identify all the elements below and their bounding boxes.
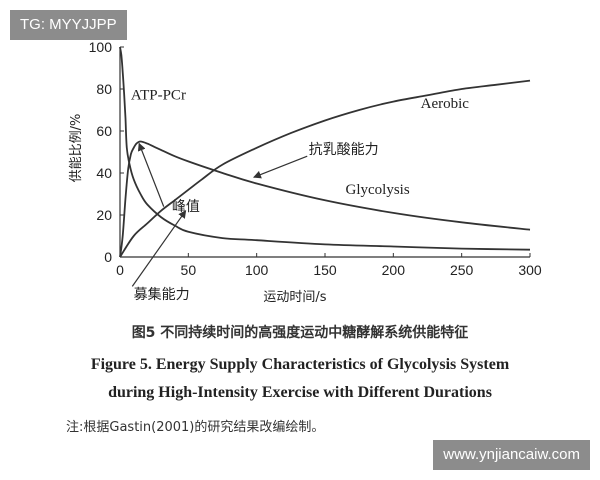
annotation-capacity: 抗乳酸能力 [309,142,379,158]
y-tick-label: 80 [96,81,112,97]
annotation-arrow-recruit [131,209,187,287]
figure-note: 注:根据Gastin(2001)的研究结果改编绘制。 [66,420,325,435]
figure-caption-chinese: 图5 不同持续时间的高强度运动中糖酵解系统供能特征 [131,325,469,341]
annotation-aerobic: Aerobic [421,96,470,112]
figure-caption-english-line2: during High-Intensity Exercise with Diff… [108,384,492,401]
y-axis-label: 供能比例/% [69,114,84,183]
annotation-arrow-capacity [253,155,308,179]
watermark-bottom-right: www.ynjiancaiw.com [433,440,590,470]
x-axis-label: 运动时间/s [263,290,326,305]
x-tick-label: 250 [450,262,474,278]
x-tick-label: 200 [382,262,406,278]
x-tick-label: 0 [116,262,124,278]
annotation-recruit: 募集能力 [134,286,190,303]
annotation-arrow-peak [137,142,165,207]
energy-supply-chart: 0 50 100 150 200 250 300 0 20 40 60 80 100 运动时间/s 供能比例… [69,39,542,305]
figure-caption-english-line1: Figure 5. Energy Supply Characteristics … [90,356,510,373]
x-tick-label: 50 [181,262,197,278]
annotation-peak: 峰值 [172,199,200,215]
x-tick-label: 100 [245,262,269,278]
series-line-aerobic [119,79,531,258]
watermark-top-left: TG: MYYJJPP [10,10,127,40]
y-tick-label: 0 [104,249,112,265]
series-line-atp-pcr [119,46,531,251]
x-tick-label: 300 [518,262,542,278]
y-tick-label: 40 [96,165,112,181]
y-tick-label: 100 [89,39,113,55]
series-line-glycolysis [119,140,531,258]
annotation-atp: ATP-PCr [131,88,186,104]
y-tick-label: 20 [96,207,112,223]
axes: 0 50 100 150 200 250 300 0 20 40 60 80 100 运动时间/s 供能比例… [69,39,542,305]
annotation-glyco: Glycolysis [346,182,410,198]
x-tick-label: 150 [313,262,337,278]
series-lines [119,46,531,258]
y-tick-label: 60 [96,123,112,139]
